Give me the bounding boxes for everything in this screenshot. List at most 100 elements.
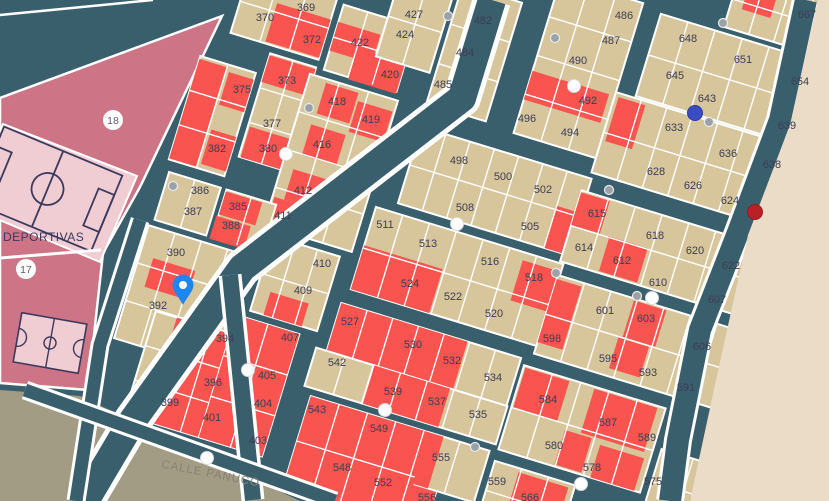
parcel-label: 502: [534, 184, 552, 196]
avenue[interactable]: [69, 218, 147, 501]
highlighted-parcel[interactable]: [412, 432, 444, 489]
parcel-line: [403, 326, 420, 375]
parcel-label: 494: [561, 127, 579, 139]
sports-park-zone: [0, 13, 225, 392]
parcel-line: [441, 389, 455, 429]
parcel-label: 420: [381, 69, 399, 81]
highlighted-parcel[interactable]: [265, 3, 331, 58]
highlighted-parcel[interactable]: [209, 215, 251, 250]
parcel-label: 522: [444, 291, 462, 303]
highlighted-parcel[interactable]: [513, 367, 570, 422]
parcel-label: 388: [222, 220, 240, 232]
parcel-label: 589: [638, 432, 656, 444]
parcel-label: 370: [256, 12, 274, 24]
avenue[interactable]: [22, 383, 338, 501]
parcel-label: 396: [204, 377, 222, 389]
parcel-label: 508: [456, 202, 474, 214]
parcel-label: 392: [149, 300, 167, 312]
highlighted-parcel[interactable]: [502, 472, 569, 501]
parcel-label: 549: [370, 423, 388, 435]
street-node-white: [645, 291, 659, 305]
parcel-label: 401: [203, 412, 221, 424]
parcel-label: 407: [281, 332, 299, 344]
avenue[interactable]: [72, 0, 506, 501]
parcel-label: 532: [443, 355, 461, 367]
parcel-label: 373: [278, 75, 296, 87]
parcel-line: [332, 356, 346, 395]
highlighted-parcel[interactable]: [580, 388, 658, 453]
location-pin-marker[interactable]: [172, 274, 194, 306]
highlighted-parcel[interactable]: [169, 58, 227, 167]
parcel-label: 591: [677, 382, 695, 394]
highlighted-parcel[interactable]: [523, 70, 610, 123]
parcel-label: 487: [602, 35, 620, 47]
parcel-line: [443, 441, 461, 494]
highlighted-parcel[interactable]: [608, 337, 649, 378]
parcel-line: [388, 15, 442, 34]
parcel-label: 399: [161, 397, 179, 409]
parcel-line: [259, 87, 306, 103]
highlighted-parcel[interactable]: [326, 303, 468, 390]
parcel-label: 639: [778, 120, 796, 132]
parcel-label: 598: [543, 333, 561, 345]
parcel-label: 624: [721, 195, 739, 207]
highlighted-parcel[interactable]: [218, 191, 263, 226]
parcel-label: 424: [396, 29, 414, 41]
avenue[interactable]: [659, 0, 817, 501]
city-block: [497, 363, 667, 494]
parcel-label: 412: [294, 185, 312, 197]
parcel-line: [414, 381, 428, 421]
highlighted-parcel[interactable]: [598, 236, 648, 283]
parcel-label: 404: [254, 398, 272, 410]
parcel-label: 492: [579, 95, 597, 107]
parcel-label: 548: [333, 462, 351, 474]
red-dot-marker[interactable]: [747, 204, 763, 220]
street-node-white: [450, 217, 464, 231]
zone-badge-17[interactable]: 17: [16, 259, 36, 279]
parcel-label: 575: [644, 476, 662, 488]
street-node-white: [279, 147, 293, 161]
highlighted-parcel[interactable]: [537, 278, 582, 350]
parcel-line: [428, 334, 445, 383]
parcel-label: 496: [518, 113, 536, 125]
highlighted-parcel[interactable]: [571, 192, 610, 234]
parcel-label: 626: [684, 180, 702, 192]
highlighted-parcel[interactable]: [361, 365, 451, 427]
street-node-white: [567, 79, 581, 93]
zone-badge-18[interactable]: 18: [103, 110, 123, 130]
parcel-label: 610: [649, 277, 667, 289]
parcel-label: 403: [249, 435, 267, 447]
street-nodes: [167, 10, 729, 491]
highlighted-parcel[interactable]: [316, 82, 359, 124]
parcel-line: [511, 406, 654, 452]
parcel-label: 530: [404, 339, 422, 351]
blue-dot-marker[interactable]: [687, 105, 703, 121]
parcel-label: 580: [545, 440, 563, 452]
parcel-line: [260, 60, 294, 164]
parcel-line: [454, 342, 471, 391]
highlighted-parcel[interactable]: [350, 245, 443, 314]
parcel-label: 535: [469, 409, 487, 421]
city-block: [396, 125, 593, 257]
parcel-label: 513: [419, 238, 437, 250]
parcel-label: 500: [494, 171, 512, 183]
parcel-label: 418: [328, 96, 346, 108]
highlighted-parcel[interactable]: [348, 101, 393, 143]
highlighted-parcel[interactable]: [554, 429, 592, 473]
parcel-label: 566: [521, 492, 539, 501]
parcel-label: 603: [637, 313, 655, 325]
parcel-label: 486: [615, 10, 633, 22]
parcel-label: 601: [596, 305, 614, 317]
parcel-label: 386: [191, 185, 209, 197]
street-node-gray: [717, 17, 729, 29]
highlighted-parcel[interactable]: [301, 124, 346, 166]
parcel-label: 643: [698, 93, 716, 105]
parcel-label: 593: [639, 367, 657, 379]
highlighted-parcel[interactable]: [741, 0, 781, 19]
parcel-label: 377: [263, 118, 281, 130]
parcel-line: [236, 196, 253, 246]
parcel-label: 375: [233, 84, 251, 96]
parcel-label: 527: [341, 316, 359, 328]
